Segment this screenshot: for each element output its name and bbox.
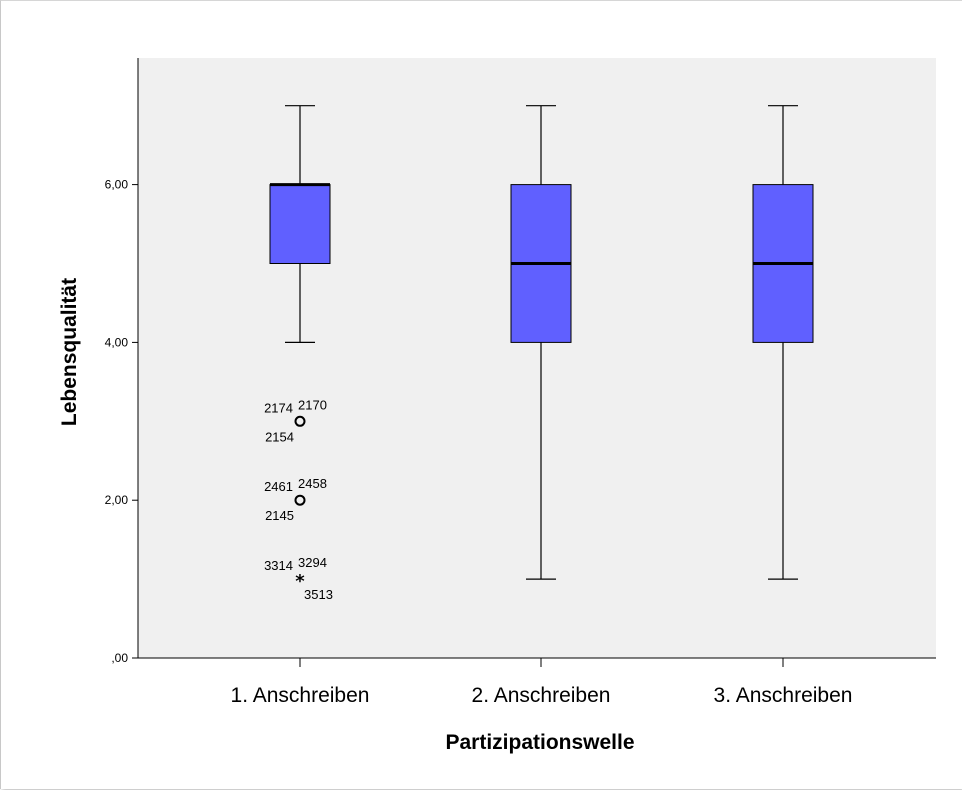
outlier-label-right: 2458 — [298, 476, 327, 491]
extreme-star: * — [295, 571, 305, 592]
outlier-label-right: 3294 — [298, 555, 327, 570]
outlier-label-below: 3513 — [304, 587, 333, 602]
x-tick-label: 2. Anschreiben — [472, 684, 611, 707]
outlier-label-left: 3314 — [264, 558, 293, 573]
outlier-circle — [294, 494, 306, 506]
outlier-label-below: 2145 — [265, 508, 294, 523]
outlier-label-below: 2154 — [265, 429, 294, 444]
x-tick-label: 3. Anschreiben — [714, 684, 853, 707]
outlier-circle — [294, 415, 306, 427]
outlier-group: 2461 2458 2145 — [264, 476, 327, 523]
outliers-layer: 2174 2170 2154 2461 2458 2145 *3314 3294 3513 — [264, 397, 333, 602]
outlier-group: *3314 3294 3513 — [264, 555, 333, 602]
outlier-group: 2174 2170 2154 — [264, 397, 327, 444]
outlier-label-left: 2461 — [264, 479, 293, 494]
y-axis-title: Lebensqualität — [58, 278, 81, 426]
y-tick-label: 4,00 — [105, 335, 129, 349]
y-tick-label: 2,00 — [105, 493, 129, 507]
outlier-label-right: 2170 — [298, 397, 327, 412]
box-group — [752, 105, 814, 580]
plot-area — [138, 58, 936, 658]
y-axis: ,00 2,00 4,00 6,00 — [105, 58, 139, 665]
iqr-box — [269, 184, 331, 265]
x-axis: 1. Anschreiben 2. Anschreiben 3. Anschreib… — [138, 657, 936, 707]
x-axis-title: Partizipationswelle — [445, 731, 634, 754]
outlier-label-left: 2174 — [264, 400, 293, 415]
y-tick-label: 6,00 — [105, 178, 129, 192]
boxes-layer — [269, 105, 814, 580]
box-group — [510, 105, 572, 580]
x-tick-label: 1. Anschreiben — [231, 684, 370, 707]
box-group — [269, 105, 331, 343]
y-tick-label: ,00 — [111, 651, 128, 665]
